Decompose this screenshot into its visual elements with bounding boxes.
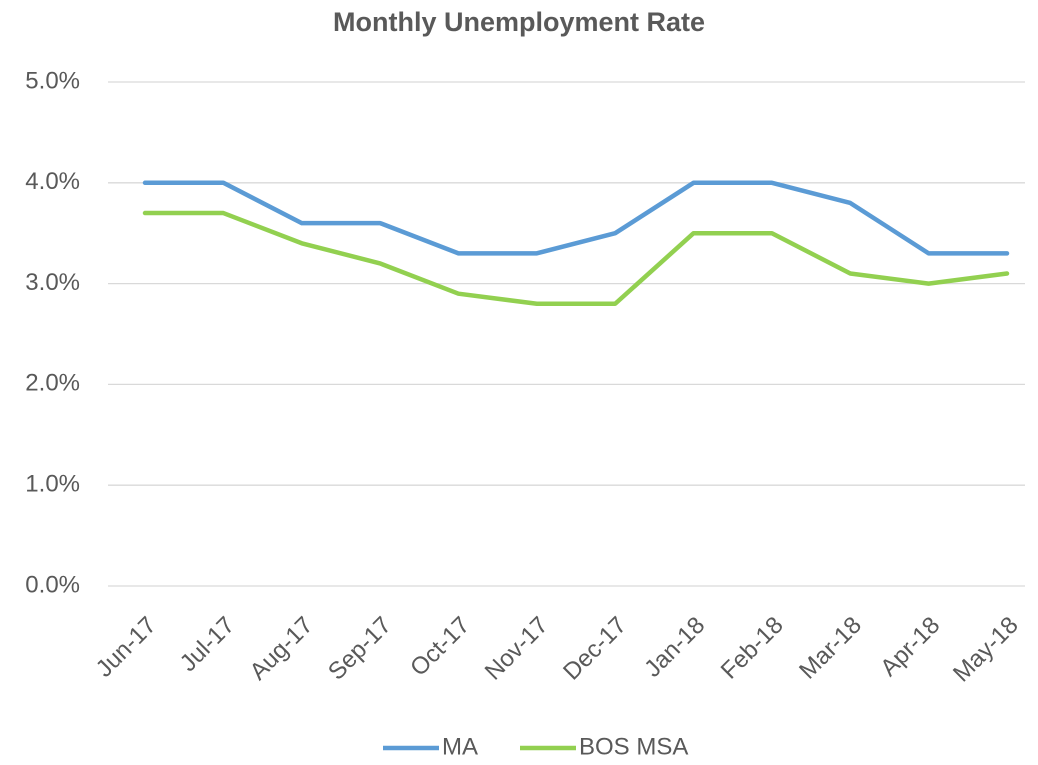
legend-label: BOS MSA [579, 733, 688, 760]
y-tick-label: 4.0% [25, 168, 80, 195]
y-tick-label: 1.0% [25, 471, 80, 498]
y-tick-label: 5.0% [25, 67, 80, 94]
series-line [142, 180, 1010, 256]
y-tick-label: 0.0% [25, 571, 80, 598]
series-line [142, 210, 1010, 307]
y-tick-label: 3.0% [25, 269, 80, 296]
y-tick-label: 2.0% [25, 370, 80, 397]
legend-label: MA [442, 733, 478, 760]
chart-title: Monthly Unemployment Rate [333, 7, 705, 37]
